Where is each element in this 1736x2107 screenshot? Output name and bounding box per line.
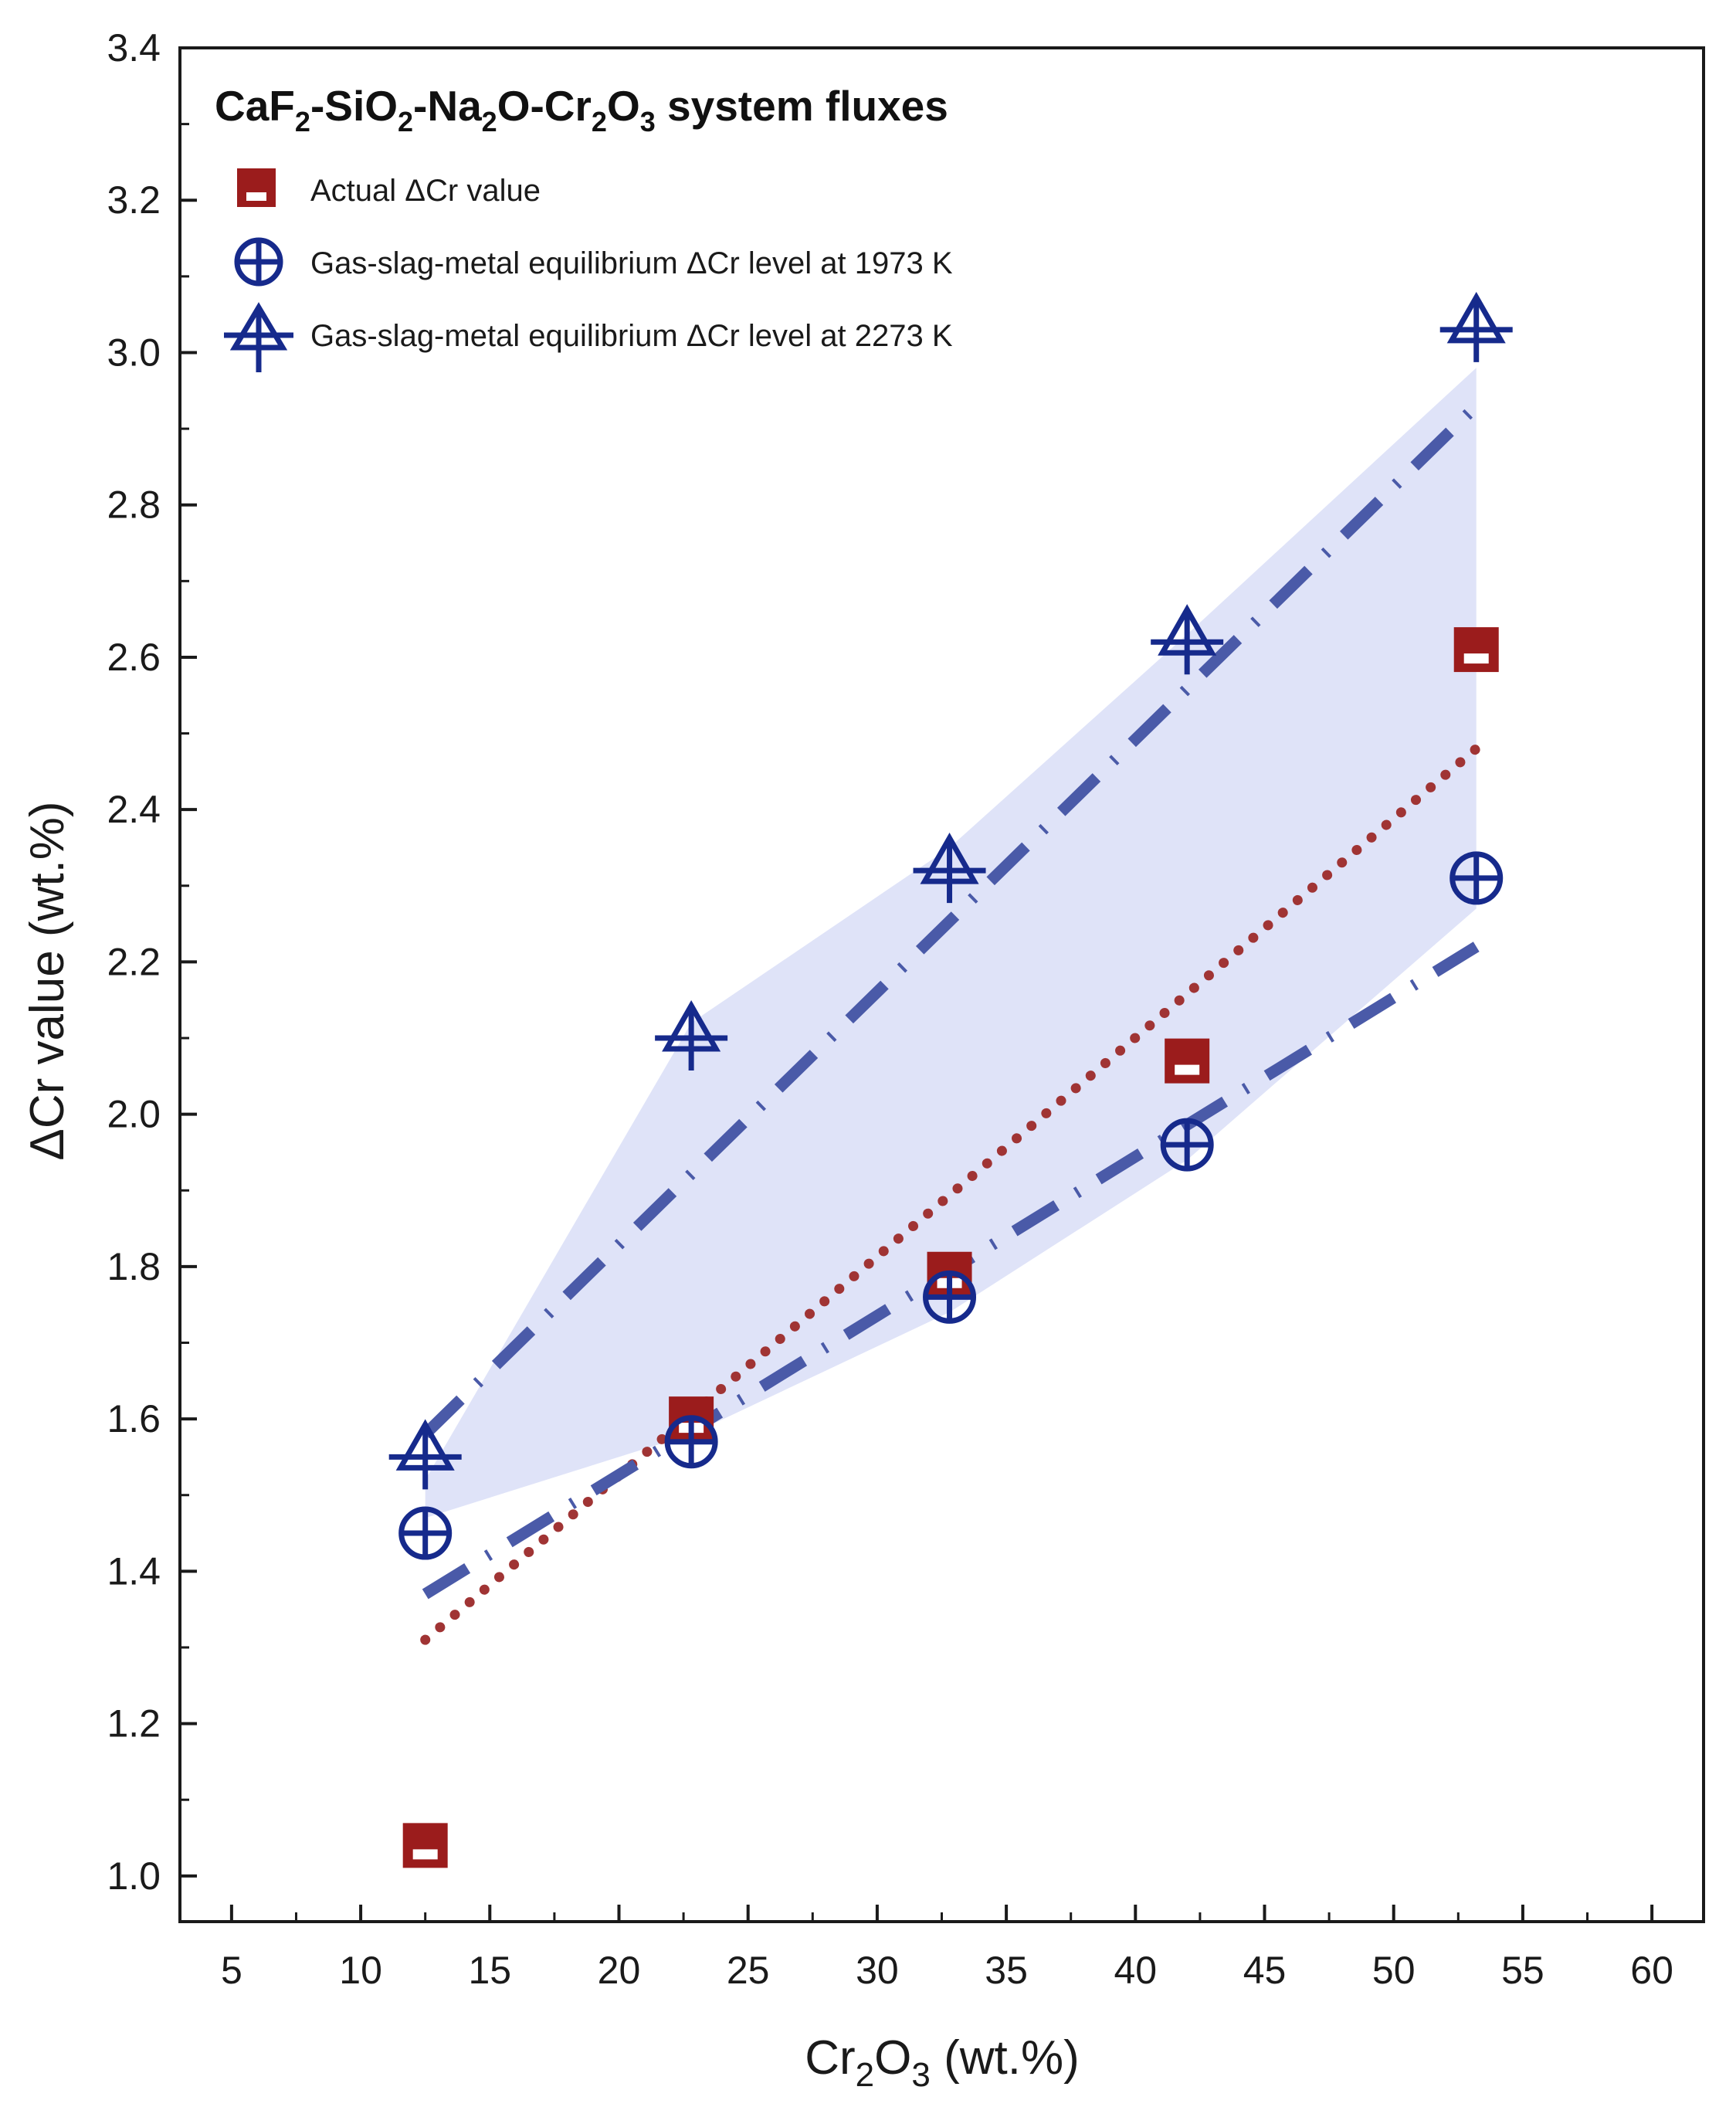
trend-line-3 (421, 402, 1480, 1439)
data-point-s3-3 (913, 833, 986, 904)
data-point-s2-2 (664, 1415, 718, 1469)
y-tick-label: 2.2 (107, 940, 161, 983)
axes-layer: 5 10 15 20 25 30 35 40 45 50 55 60 1.0 1.2 1.4 1.6 1.8 2.… (107, 26, 1705, 1992)
legend-label-actual: Actual ΔCr value (310, 174, 541, 208)
data-point-s2-3 (923, 1270, 977, 1324)
x-tick-label: 60 (1630, 1949, 1673, 1992)
y-tick-label: 2.0 (107, 1093, 161, 1136)
square-marker-fill (1165, 1038, 1210, 1084)
x-tick-label: 35 (985, 1949, 1028, 1992)
legend-item-actual: Actual ΔCr value (237, 168, 541, 208)
x-tick-label: 20 (598, 1949, 641, 1992)
x-tick-label: 40 (1114, 1949, 1157, 1992)
data-point-s1-4 (1165, 1038, 1210, 1084)
x-tick-label: 10 (339, 1949, 382, 1992)
x-axis-title: Cr2O3 (wt.%) (805, 2031, 1080, 2094)
y-tick-label: 1.4 (107, 1549, 161, 1593)
y-tick-label: 1.2 (107, 1702, 161, 1746)
data-markers-layer (388, 291, 1513, 1868)
legend-item-1973k: Gas-slag-metal equilibrium ΔCr level at … (234, 237, 953, 287)
chart-title: CaF2-SiO2-Na2O-Cr2O3 system fluxes (215, 82, 948, 137)
confidence-band-layer (425, 368, 1477, 1518)
square-marker-notch (1175, 1064, 1200, 1075)
data-point-s2-1 (398, 1506, 453, 1560)
legend-item-2273k: Gas-slag-metal equilibrium ΔCr level at … (224, 302, 953, 372)
square-marker-notch (1463, 653, 1489, 664)
square-marker-notch (412, 1849, 438, 1860)
y-axis-title: ΔCr value (wt.%) (21, 801, 74, 1160)
legend-marker-1973k (234, 237, 283, 287)
y-tick-label: 1.8 (107, 1245, 161, 1288)
x-tick-label: 55 (1501, 1949, 1544, 1992)
shaded-band (425, 368, 1477, 1518)
data-point-s3-2 (655, 999, 728, 1071)
legend-marker-actual (237, 168, 276, 207)
y-tick-label: 2.6 (107, 636, 161, 679)
x-tick-label: 45 (1243, 1949, 1287, 1992)
x-tick-label: 30 (856, 1949, 899, 1992)
square-marker-fill (1453, 627, 1499, 673)
data-point-s3-4 (1151, 604, 1224, 675)
legend-marker-2273k (224, 302, 293, 372)
data-point-s2-5 (1449, 851, 1504, 905)
legend: Actual ΔCr value Gas-slag-metal equilibr… (224, 168, 953, 372)
x-tick-label: 5 (221, 1949, 242, 1992)
data-point-s2-4 (1160, 1118, 1214, 1172)
y-tick-label: 1.6 (107, 1397, 161, 1440)
y-tick-label: 2.8 (107, 483, 161, 527)
data-point-s1-1 (402, 1823, 448, 1868)
x-tick-label: 50 (1372, 1949, 1416, 1992)
y-tick-label: 2.4 (107, 788, 161, 831)
x-tick-label: 15 (468, 1949, 511, 1992)
data-point-s3-5 (1439, 291, 1513, 362)
legend-label-1973k: Gas-slag-metal equilibrium ΔCr level at … (310, 246, 953, 280)
legend-label-2273k: Gas-slag-metal equilibrium ΔCr level at … (310, 319, 953, 353)
data-point-s1-5 (1453, 627, 1499, 673)
square-marker-fill (402, 1823, 448, 1868)
data-point-s3-1 (388, 1419, 462, 1490)
x-tick-label: 25 (727, 1949, 770, 1992)
y-tick-label: 3.2 (107, 178, 161, 222)
y-tick-label: 1.0 (107, 1854, 161, 1898)
y-tick-label: 3.0 (107, 331, 161, 374)
y-tick-label: 3.4 (107, 26, 161, 70)
